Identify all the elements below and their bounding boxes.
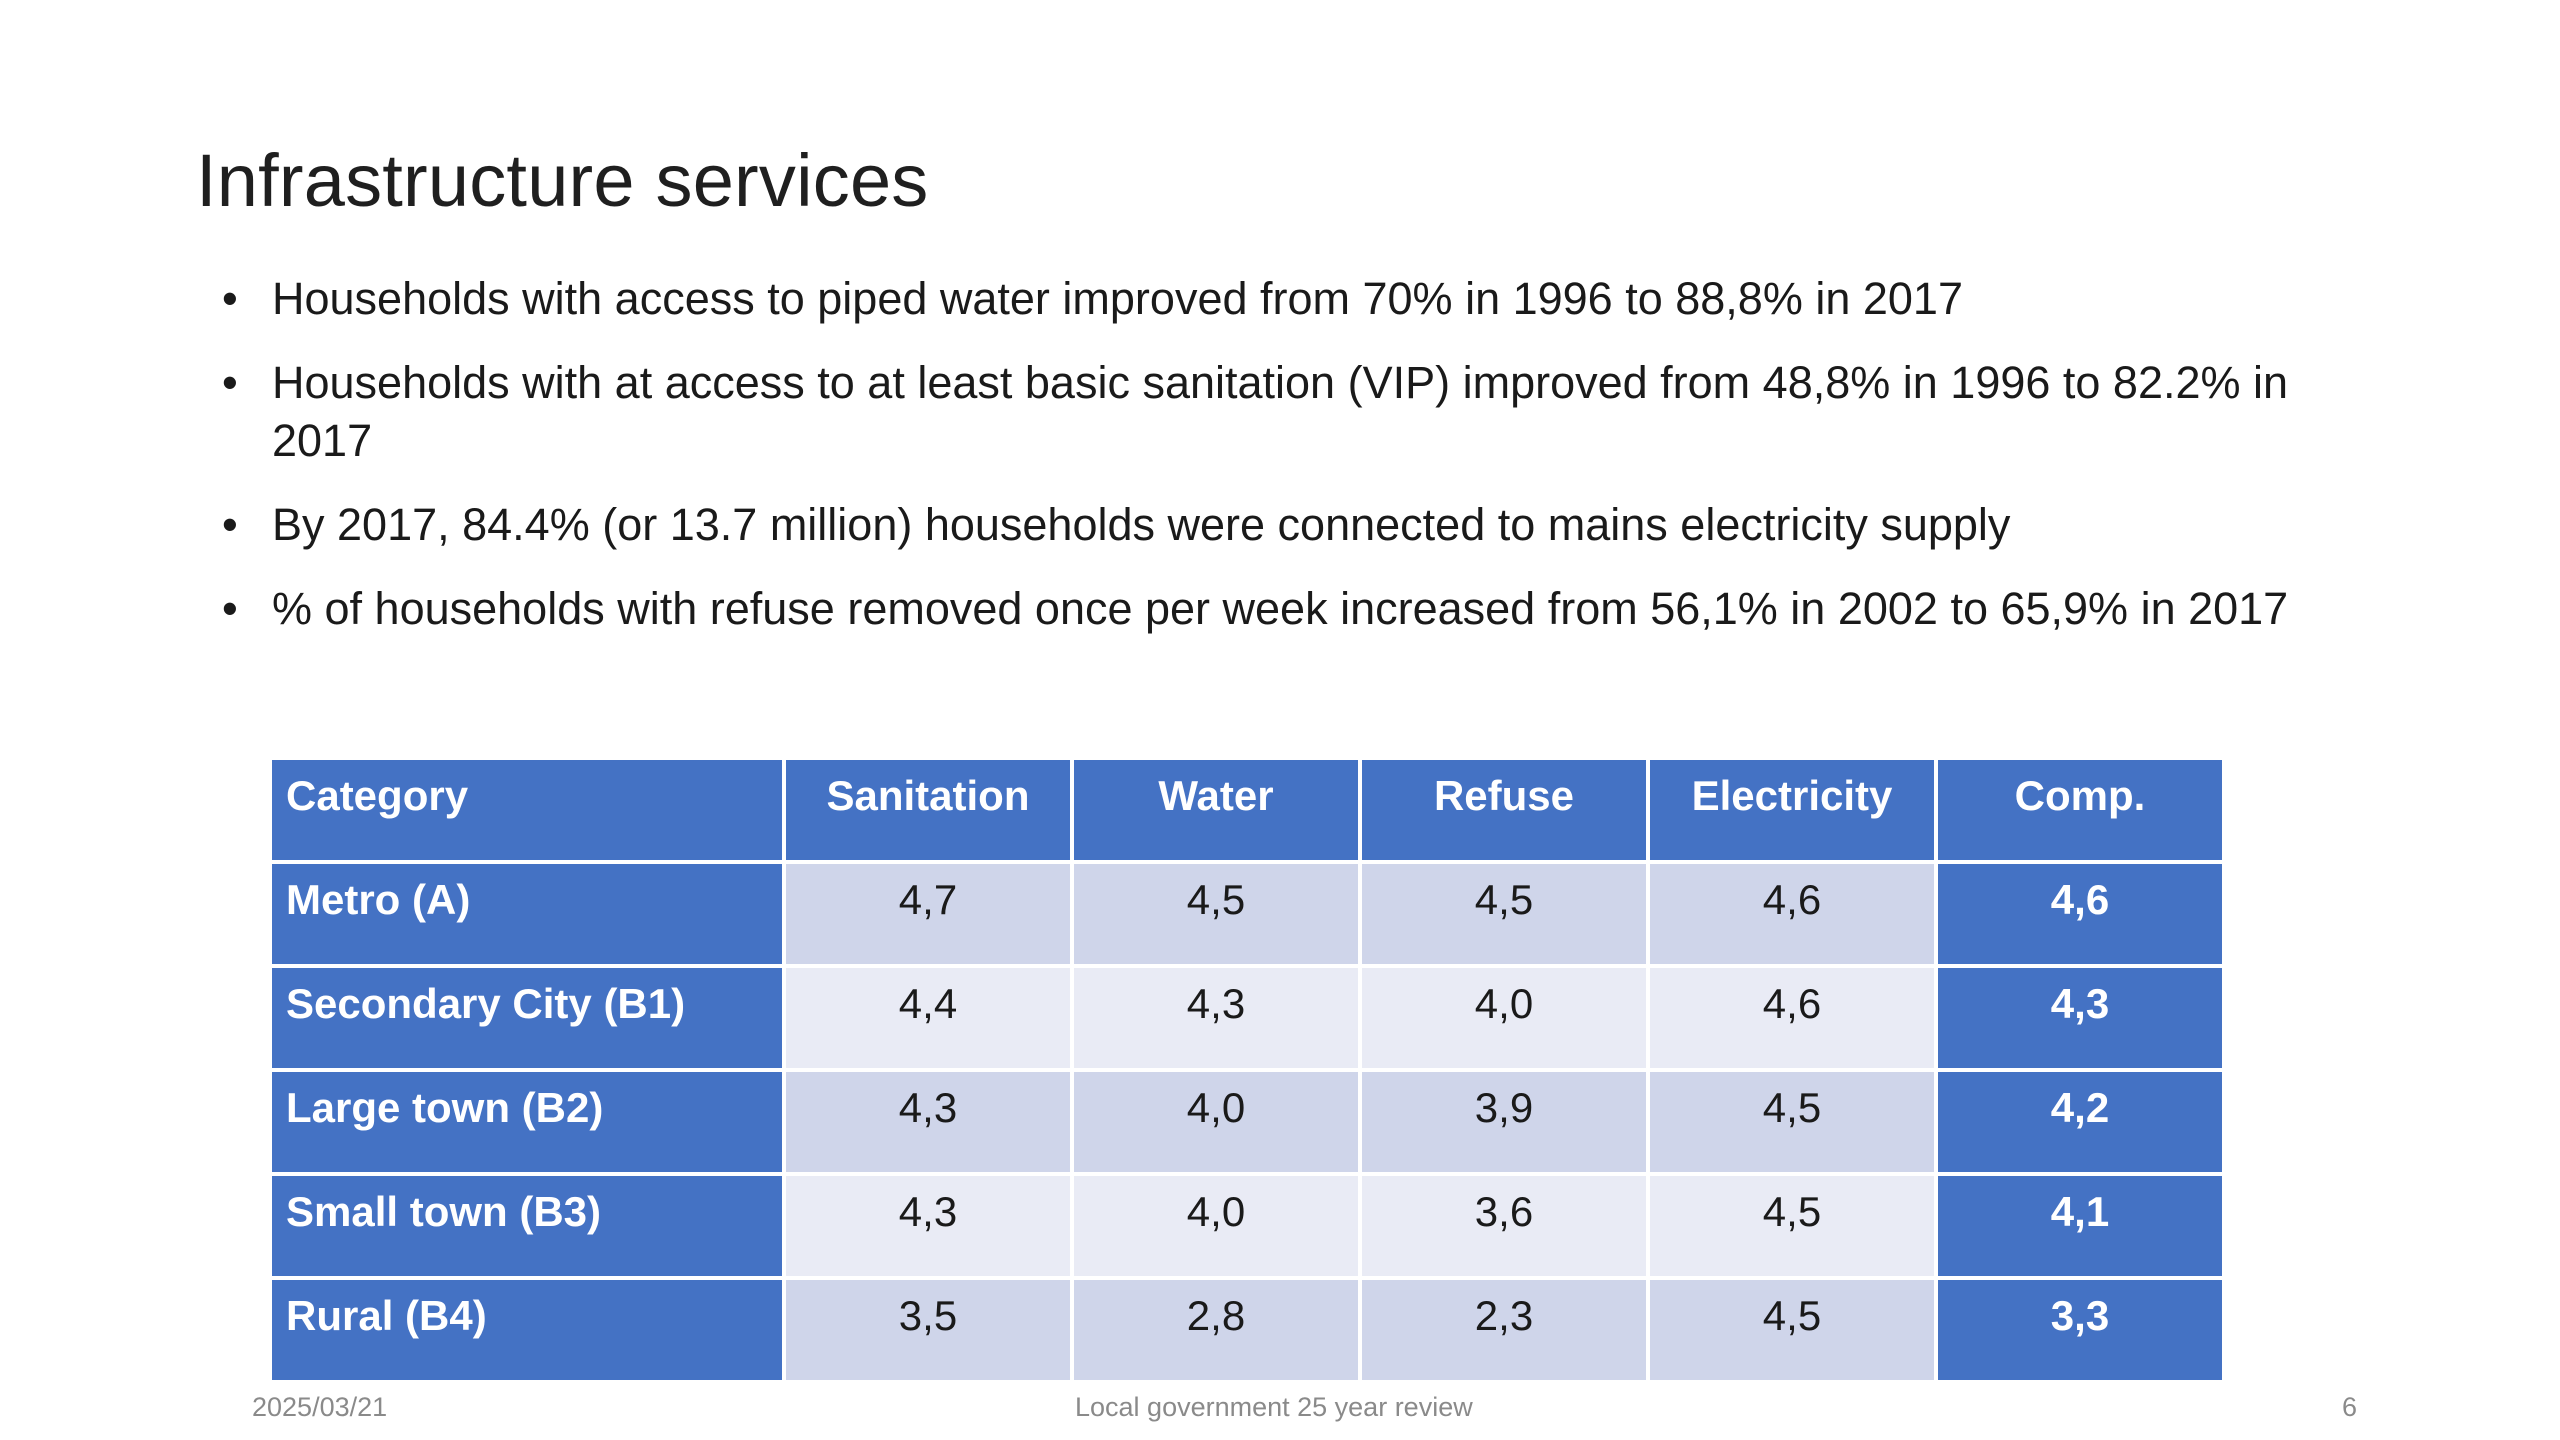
header-water: Water	[1074, 760, 1358, 860]
cell-water: 4,0	[1074, 1176, 1358, 1276]
bullet-dot-icon: •	[222, 273, 238, 324]
row-category: Metro (A)	[272, 864, 782, 964]
table-header-row: Category Sanitation Water Refuse Electri…	[272, 760, 2222, 860]
cell-comp: 4,1	[1938, 1176, 2222, 1276]
header-sanitation: Sanitation	[786, 760, 1070, 860]
row-category: Large town (B2)	[272, 1072, 782, 1172]
cell-electricity: 4,6	[1650, 968, 1934, 1068]
bullet-list: • Households with access to piped water …	[222, 270, 2312, 664]
table-row: Rural (B4) 3,5 2,8 2,3 4,5 3,3	[272, 1280, 2222, 1380]
cell-refuse: 4,0	[1362, 968, 1646, 1068]
cell-comp: 4,2	[1938, 1072, 2222, 1172]
cell-comp: 4,3	[1938, 968, 2222, 1068]
bullet-text: By 2017, 84.4% (or 13.7 million) househo…	[272, 499, 2011, 550]
cell-sanitation: 4,3	[786, 1176, 1070, 1276]
cell-water: 2,8	[1074, 1280, 1358, 1380]
cell-refuse: 3,9	[1362, 1072, 1646, 1172]
cell-water: 4,3	[1074, 968, 1358, 1068]
footer-title: Local government 25 year review	[1075, 1392, 1473, 1422]
header-category: Category	[272, 760, 782, 860]
footer-date: 2025/03/21	[252, 1392, 388, 1422]
cell-sanitation: 3,5	[786, 1280, 1070, 1380]
bullet-text: Households with at access to at least ba…	[272, 357, 2289, 466]
cell-electricity: 4,5	[1650, 1072, 1934, 1172]
cell-sanitation: 4,7	[786, 864, 1070, 964]
cell-refuse: 3,6	[1362, 1176, 1646, 1276]
cell-refuse: 2,3	[1362, 1280, 1646, 1380]
cell-comp: 4,6	[1938, 864, 2222, 964]
header-refuse: Refuse	[1362, 760, 1646, 860]
table-row: Metro (A) 4,7 4,5 4,5 4,6 4,6	[272, 864, 2222, 964]
bullet-item: • % of households with refuse removed on…	[222, 580, 2312, 638]
header-comp: Comp.	[1938, 760, 2222, 860]
header-electricity: Electricity	[1650, 760, 1934, 860]
row-category: Small town (B3)	[272, 1176, 782, 1276]
cell-electricity: 4,5	[1650, 1176, 1934, 1276]
bullet-dot-icon: •	[222, 583, 238, 634]
row-category: Rural (B4)	[272, 1280, 782, 1380]
row-category: Secondary City (B1)	[272, 968, 782, 1068]
cell-electricity: 4,6	[1650, 864, 1934, 964]
bullet-item: • Households with access to piped water …	[222, 270, 2312, 328]
cell-electricity: 4,5	[1650, 1280, 1934, 1380]
scores-table-container: Category Sanitation Water Refuse Electri…	[272, 760, 2222, 1380]
slide-title: Infrastructure services	[196, 139, 929, 222]
bullet-text: % of households with refuse removed once…	[272, 583, 2289, 634]
bullet-dot-icon: •	[222, 357, 238, 408]
table-row: Large town (B2) 4,3 4,0 3,9 4,5 4,2	[272, 1072, 2222, 1172]
cell-water: 4,0	[1074, 1072, 1358, 1172]
cell-sanitation: 4,3	[786, 1072, 1070, 1172]
cell-refuse: 4,5	[1362, 864, 1646, 964]
bullet-text: Households with access to piped water im…	[272, 273, 1963, 324]
cell-comp: 3,3	[1938, 1280, 2222, 1380]
bullet-dot-icon: •	[222, 499, 238, 550]
bullet-item: • Households with at access to at least …	[222, 354, 2312, 470]
cell-water: 4,5	[1074, 864, 1358, 964]
page-number: 6	[2342, 1392, 2358, 1422]
cell-sanitation: 4,4	[786, 968, 1070, 1068]
table-row: Small town (B3) 4,3 4,0 3,6 4,5 4,1	[272, 1176, 2222, 1276]
scores-table: Category Sanitation Water Refuse Electri…	[268, 756, 2226, 1384]
bullet-item: • By 2017, 84.4% (or 13.7 million) house…	[222, 496, 2312, 554]
table-row: Secondary City (B1) 4,4 4,3 4,0 4,6 4,3	[272, 968, 2222, 1068]
